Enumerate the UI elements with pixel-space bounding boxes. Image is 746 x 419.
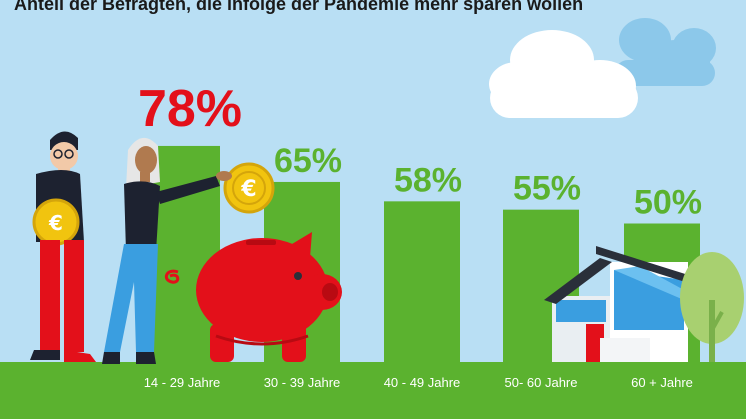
tree-icon [680,252,744,364]
svg-text:€: € [48,211,63,235]
category-label-2: 30 - 39 Jahre [264,375,341,390]
house-icon [544,246,698,362]
value-label-3: 58% [394,161,462,199]
category-label-group: 14 - 29 Jahre 30 - 39 Jahre 40 - 49 Jahre 5… [144,375,693,390]
person-woman-icon [102,137,232,364]
category-label-1: 14 - 29 Jahre [144,375,221,390]
value-label-2: 65% [274,142,342,180]
cloud-icon [489,18,716,118]
euro-coin-icon: € [223,162,275,214]
svg-text:€: € [240,177,256,202]
value-label-4: 55% [513,170,581,208]
chart-title: Anteil der Befragten, die infolge der Pa… [14,0,584,14]
piggy-bank-icon [164,232,342,362]
category-label-3: 40 - 49 Jahre [384,375,461,390]
value-label-group: 78% 65% 58% 55% 50% [138,80,702,222]
person-man-icon: € [30,131,96,362]
ground [0,362,746,419]
category-label-5: 60 + Jahre [631,375,693,390]
value-label-1: 78% [138,80,242,138]
title-container: Anteil der Befragten, die infolge der Pa… [14,0,584,14]
value-label-5: 50% [634,184,702,222]
bar-3 [384,201,460,362]
category-label-4: 50- 60 Jahre [505,375,578,390]
